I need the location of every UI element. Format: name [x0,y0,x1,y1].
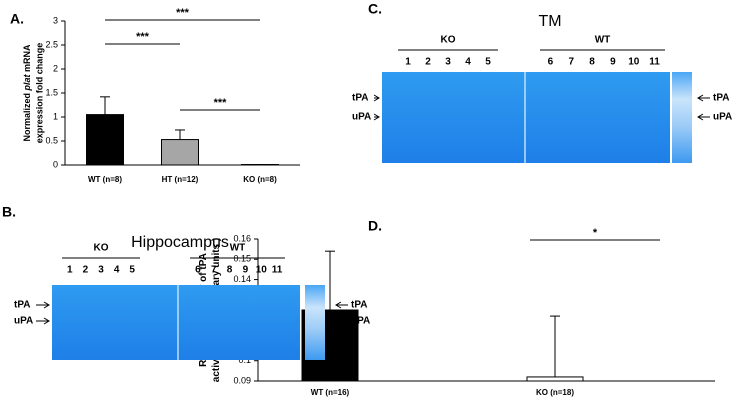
y-axis-label-line: Normalized plat mRNA [22,44,32,142]
y-axis-label-part: plat [22,74,32,92]
left-marker: tPA [14,300,30,311]
y-tick-label: 0 [53,159,58,169]
lane-number: 8 [589,57,595,68]
error-bar [550,315,560,377]
y-tick-label: 0.16 [233,233,251,243]
lane-number: 5 [129,265,135,276]
lane-number: 4 [465,57,471,68]
lane-number: 5 [485,57,491,68]
lane-number: 9 [243,265,249,276]
x-tick-label: KO (n=8) [243,175,277,184]
lane-number: 7 [211,265,217,276]
y-tick-label: 0.15 [233,254,251,264]
error-bar [325,250,335,310]
significance-label: *** [136,31,150,43]
bar [526,376,584,382]
panel-label: B. [2,204,16,220]
lane-number: 10 [256,265,268,276]
marker-arrowhead [373,113,380,121]
y-tick-label: 3 [53,15,58,25]
ladder [672,72,692,163]
lane-number: 9 [610,57,616,68]
marker-arrowhead [43,317,50,325]
y-axis-label-part: mRNA [22,44,32,75]
y-tick-label: 1.5 [45,87,58,97]
lane-number: 2 [425,57,431,68]
bar [86,114,124,166]
lane-number: 4 [114,265,120,276]
significance-label: *** [214,97,228,109]
gel [52,285,300,360]
y-tick-label: 1 [53,111,58,121]
right-marker: tPA [713,93,729,104]
lane-number: 1 [67,265,73,276]
left-marker: uPA [14,316,33,327]
lane-number: 1 [405,57,411,68]
lane-number: 6 [548,57,554,68]
group-label: WT [230,243,246,254]
lane-number: 3 [98,265,104,276]
error-bar [100,96,110,115]
y-tick-label: 0.5 [45,135,58,145]
y-tick-label: 2.5 [45,39,58,49]
lane-number: 11 [649,57,660,68]
lane-number: 8 [227,265,233,276]
y-tick-label: 0.1 [238,355,251,365]
panel-label: A. [10,11,24,27]
lane-number: 7 [568,57,574,68]
x-tick-label: WT (n=16) [311,388,350,397]
lane-number: 6 [195,265,201,276]
left-marker: uPA [352,112,371,123]
group-label: KO [94,243,109,254]
right-marker: uPA [351,316,370,327]
marker-arrowhead [43,301,50,309]
panel-label: D. [368,218,382,234]
ladder [305,285,325,360]
y-axis-label-part: Normalized [22,91,32,142]
y-tick-label: 0.14 [233,274,251,284]
lane-number: 10 [628,57,640,68]
right-marker: uPA [713,112,732,123]
gel-title: Hippocampus [131,234,229,251]
y-axis-label: Normalized plat mRNA expression fold chan… [22,43,44,144]
left-marker: tPA [352,93,368,104]
error-bar [175,129,185,140]
x-tick-label: HT (n=12) [162,175,199,184]
x-tick-label: KO (n=18) [536,388,574,397]
lane-number: 2 [83,265,89,276]
x-tick-label: WT (n=8) [88,175,122,184]
group-label: KO [441,35,456,46]
panel-label: C. [368,1,382,17]
marker-arrowhead [373,94,380,102]
y-axis-label-line: expression fold change [34,43,44,144]
significance-label: * [593,227,598,239]
gel [382,72,670,163]
y-tick-label: 2 [53,63,58,73]
bar [161,139,199,166]
lane-number: 3 [445,57,451,68]
right-marker: tPA [351,300,367,311]
group-label: WT [595,35,611,46]
lane-number: 11 [272,265,283,276]
significance-label: *** [176,7,190,19]
gel-title: TM [538,13,561,30]
y-tick-label: 0.09 [233,375,251,385]
